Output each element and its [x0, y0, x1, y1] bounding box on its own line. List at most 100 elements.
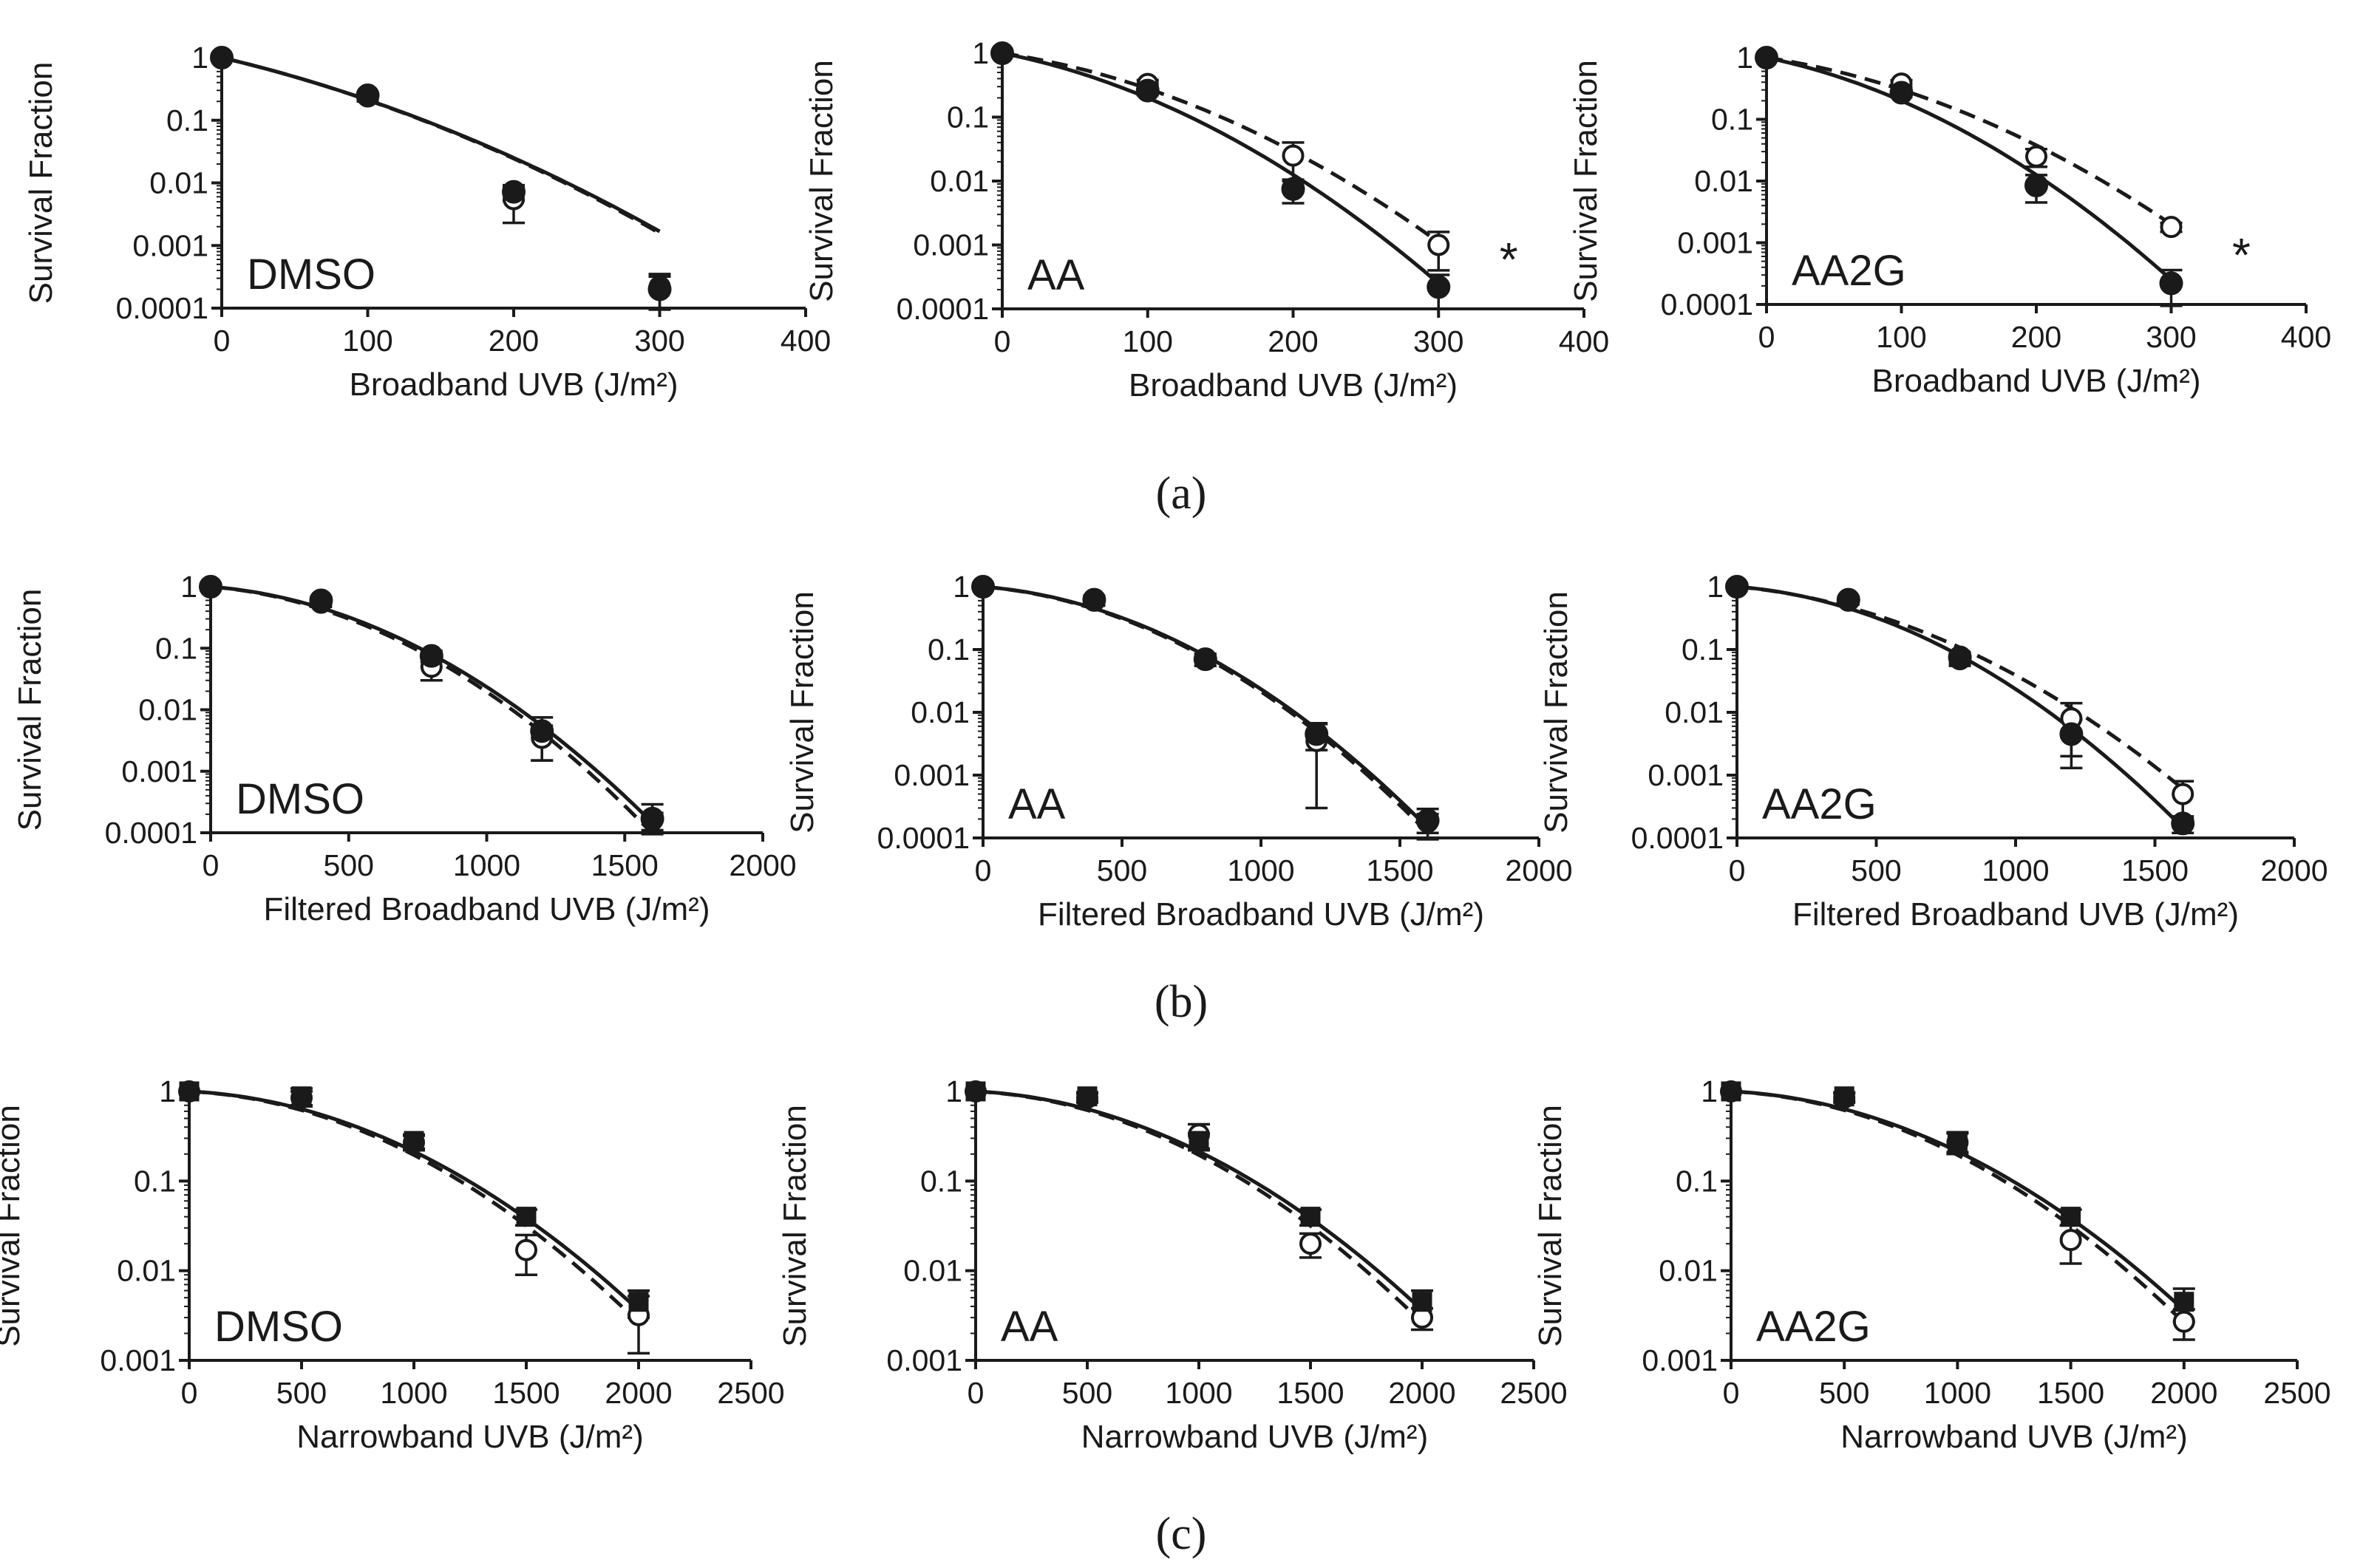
y-tick-label: 0.01 [1694, 164, 1753, 198]
panel-label: AA [1008, 780, 1066, 828]
y-tick-label: 0.001 [886, 1343, 962, 1377]
x-tick-label: 1500 [1276, 1376, 1344, 1410]
x-tick-label: 1000 [1165, 1376, 1232, 1410]
y-tick-label: 1 [1707, 570, 1724, 604]
treated-data-point [2171, 811, 2195, 836]
row-label-b: (b) [1155, 977, 1208, 1027]
x-tick-label: 1000 [1227, 853, 1294, 887]
x-tick-label: 1500 [1366, 853, 1433, 887]
treated-data-point [2159, 271, 2183, 296]
x-tick-label: 100 [1876, 320, 1926, 354]
y-tick-label: 0.1 [134, 1164, 176, 1198]
panel-label: AA2G [1762, 780, 1877, 828]
panel-label: AA2G [1756, 1303, 1871, 1351]
x-tick-label: 2000 [1505, 853, 1572, 887]
y-tick-label: 0.0001 [877, 821, 970, 855]
control-data-point [2172, 1310, 2195, 1333]
panel-b-aa2g: 0 500 1000 1500 2000 0.0001 0.001 0.01 0.1 1 Filte… [1538, 570, 2328, 933]
control-data-point [1282, 144, 1305, 167]
treated-data-point [2059, 722, 2084, 746]
treated-data-point [309, 588, 333, 613]
treated-data-point [179, 1081, 200, 1102]
treated-data-point [1412, 1292, 1432, 1312]
y-axis-title: Survival Fraction [23, 62, 59, 304]
y-tick-label: 0.0001 [105, 816, 197, 850]
y-tick-label: 1 [159, 1074, 176, 1108]
panel-a-aa2g: 0 100 200 300 400 0.0001 0.001 0.01 0.1 1 Broadban… [1568, 41, 2331, 399]
x-tick-label: 1500 [591, 848, 659, 882]
y-tick-label: 0.01 [1659, 1254, 1718, 1288]
panel-a-aa: 0 100 200 300 400 0.0001 0.001 0.01 0.1 1 Broadban… [803, 36, 1609, 403]
panel-label: DMSO [247, 250, 375, 299]
treated-fit-curve [1766, 55, 2173, 282]
treated-fit-curve [1002, 51, 1440, 285]
treated-data-point [1755, 46, 1778, 69]
treated-data-point [1193, 647, 1217, 672]
y-tick-label: 0.1 [155, 631, 197, 665]
y-tick-label: 1 [1736, 41, 1753, 75]
x-tick-label: 500 [1062, 1376, 1112, 1410]
treated-data-point [640, 806, 664, 831]
row-label-c: (c) [1156, 1509, 1207, 1559]
x-axis-title: Filtered Broadband UVB (J/m²) [1792, 896, 2239, 933]
y-tick-label: 0.01 [911, 695, 970, 729]
y-tick-label: 0.001 [121, 754, 197, 788]
x-tick-label: 500 [276, 1376, 327, 1410]
y-tick-label: 1 [180, 570, 197, 604]
y-tick-label: 0.01 [903, 1254, 962, 1288]
x-tick-label: 1500 [2121, 853, 2189, 887]
treated-data-point [1189, 1131, 1209, 1151]
x-tick-label: 2000 [2150, 1376, 2217, 1410]
panel-label: DMSO [214, 1303, 343, 1351]
x-tick-label: 400 [2281, 320, 2331, 354]
treated-data-point [1427, 275, 1451, 299]
x-tick-label: 500 [1097, 853, 1147, 887]
y-tick-label: 0.01 [117, 1254, 176, 1288]
treated-data-point [1300, 1207, 1321, 1227]
control-data-point [1299, 1233, 1322, 1255]
x-tick-label: 300 [634, 324, 684, 358]
x-tick-label: 1500 [2037, 1376, 2104, 1410]
x-tick-label: 300 [2146, 320, 2196, 354]
x-tick-label: 0 [975, 853, 992, 887]
treated-data-point [1082, 587, 1106, 612]
treated-data-point [628, 1292, 649, 1312]
treated-data-point [2024, 173, 2048, 197]
x-tick-label: 2000 [605, 1376, 672, 1410]
panel-c-aa: 0 500 1000 1500 2000 2500 0.001 0.01 0.1 1 Narrowb… [777, 1074, 1568, 1455]
x-tick-label: 500 [324, 848, 374, 882]
control-fit-curve [1002, 51, 1440, 244]
y-tick-label: 0.01 [138, 693, 197, 727]
x-tick-label: 0 [181, 1376, 198, 1410]
treated-data-point [404, 1131, 424, 1151]
x-tick-label: 2500 [1500, 1376, 1567, 1410]
treated-fit-curve [221, 55, 661, 234]
x-tick-label: 400 [781, 324, 831, 358]
row-label-a: (a) [1156, 468, 1207, 519]
treated-data-point [990, 41, 1014, 65]
panel-label: DMSO [236, 775, 364, 823]
treated-data-point [199, 575, 222, 599]
treated-data-point [1889, 81, 1914, 105]
y-axis-title: Survival Fraction [803, 60, 840, 302]
y-tick-label: 1 [1701, 1074, 1718, 1108]
panel-a-dmso: 0 100 200 300 400 0.0001 0.001 0.01 0.1 1 Broadban… [23, 41, 831, 403]
treated-data-point [516, 1207, 537, 1227]
treated-data-point [1834, 1086, 1854, 1107]
y-axis-title: Survival Fraction [784, 591, 820, 834]
control-fit-curve [1766, 55, 2172, 226]
x-tick-label: 0 [1723, 1376, 1740, 1410]
y-tick-label: 1 [953, 570, 970, 604]
treated-data-point [965, 1081, 986, 1102]
y-tick-label: 0.01 [149, 166, 208, 200]
x-tick-label: 400 [1559, 324, 1609, 358]
y-axis-title: Survival Fraction [12, 589, 48, 831]
x-tick-label: 200 [2011, 320, 2061, 354]
control-data-point [515, 1238, 537, 1261]
x-tick-label: 1000 [380, 1376, 447, 1410]
y-tick-label: 0.1 [928, 633, 970, 667]
x-axis-title: Narrowband UVB (J/m²) [1840, 1419, 2187, 1455]
x-tick-label: 2000 [729, 848, 796, 882]
x-tick-label: 0 [994, 324, 1011, 358]
